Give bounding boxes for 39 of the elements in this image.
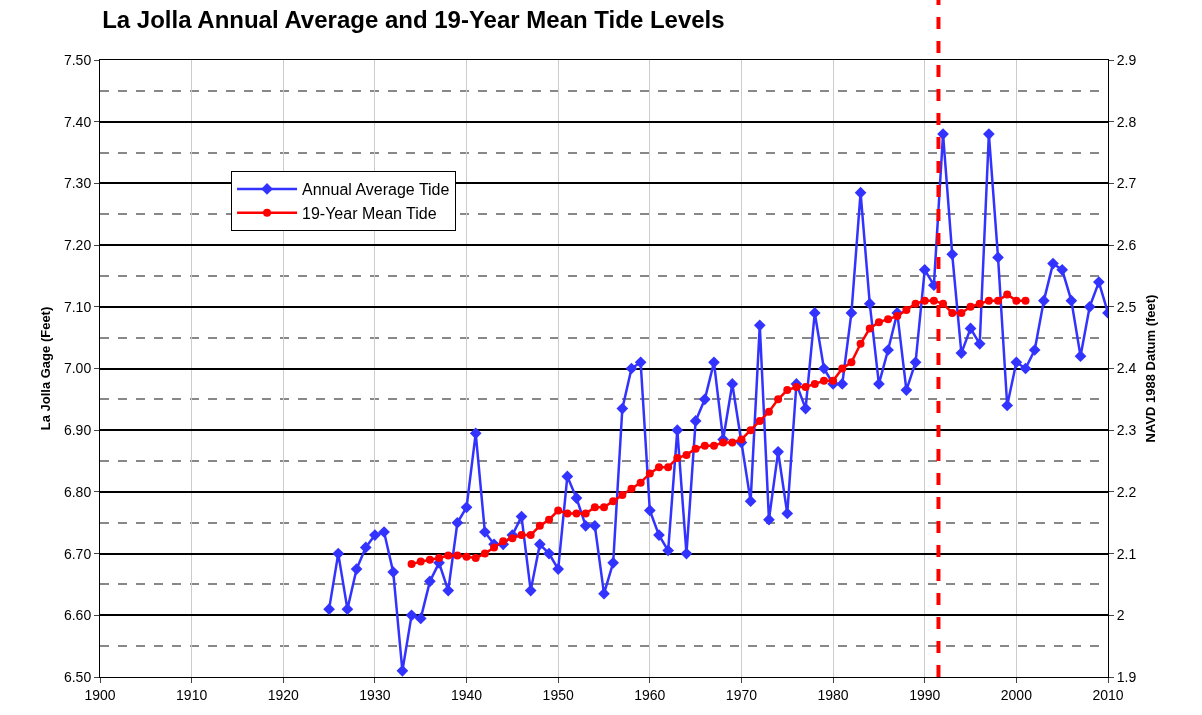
y2-tick-label: 2.5	[1116, 298, 1137, 315]
y-tick-label: 7.20	[63, 237, 92, 253]
y2-tick-label: 2.1	[1116, 545, 1137, 562]
y2-axis-title: NAVD 1988 Datum (feet)	[1143, 294, 1159, 443]
y2-tick-label: 2.4	[1116, 360, 1137, 377]
x-tick-label: 1910	[176, 686, 208, 703]
x-tick-label: 2010	[1092, 686, 1124, 703]
y-tick-label: 7.40	[63, 113, 92, 130]
y2-tick-label: 2.2	[1116, 483, 1137, 500]
x-tick-label: 1980	[817, 686, 849, 703]
y2-tick-label: 2	[1116, 607, 1125, 624]
y-axis-title: La Jolla Gage (Feet)	[37, 306, 53, 431]
y2-tick-label: 2.6	[1116, 237, 1137, 253]
y2-tick-label: 2.9	[1116, 51, 1137, 68]
y-tick-label: 7.50	[63, 51, 92, 68]
x-tick-label: 1900	[84, 686, 116, 703]
x-tick-label: 1990	[909, 686, 941, 703]
y2-tick-label: 2.7	[1116, 175, 1137, 192]
y2-tick-label: 1.9	[1116, 668, 1137, 685]
x-tick-label: 1950	[542, 686, 574, 703]
legend-label: 19-Year Mean Tide	[302, 205, 437, 222]
y-tick-label: 7.10	[63, 298, 92, 315]
x-tick-label: 1940	[450, 686, 483, 703]
y-tick-label: 7.30	[63, 175, 92, 192]
y-tick-label: 6.90	[63, 422, 92, 439]
y-tick-label: 6.80	[63, 483, 92, 500]
y-tick-label: 6.70	[63, 545, 92, 562]
x-tick-label: 1930	[359, 686, 391, 703]
x-tick-label: 1970	[725, 686, 758, 703]
x-tick-label: 2000	[1000, 686, 1033, 703]
chart-title: La Jolla Annual Average and 19-Year Mean Tide Levels	[102, 5, 725, 33]
y-tick-label: 6.50	[63, 668, 92, 685]
y-tick-label: 7.00	[63, 360, 92, 377]
x-tick-label: 1960	[634, 686, 666, 703]
y2-tick-label: 2.3	[1116, 422, 1137, 439]
legend-label: Annual Average Tide	[302, 181, 450, 199]
x-tick-label: 1920	[267, 686, 300, 703]
y-tick-label: 6.60	[63, 607, 92, 624]
y2-tick-label: 2.8	[1116, 113, 1137, 130]
